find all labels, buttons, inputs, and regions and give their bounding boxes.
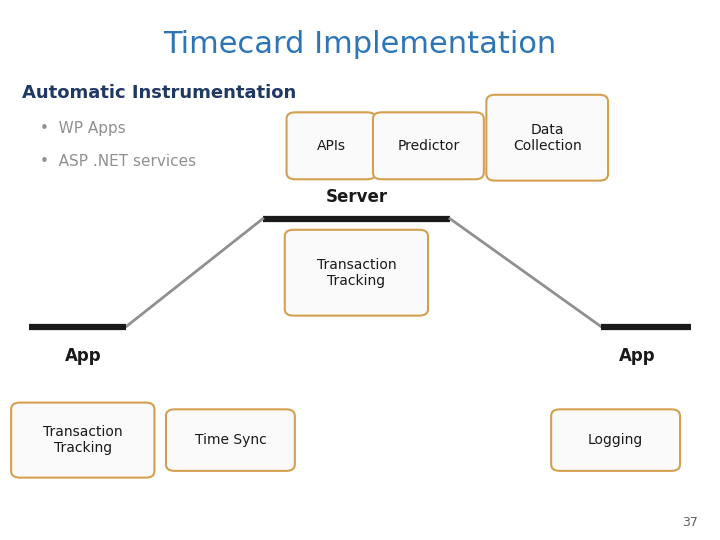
Text: Transaction
Tracking: Transaction Tracking: [43, 425, 122, 455]
Text: •  ASP .NET services: • ASP .NET services: [40, 154, 196, 169]
Text: Predictor: Predictor: [397, 139, 459, 153]
Text: App: App: [65, 347, 101, 364]
Text: App: App: [619, 347, 655, 364]
Text: Automatic Instrumentation: Automatic Instrumentation: [22, 84, 296, 102]
Text: Transaction
Tracking: Transaction Tracking: [317, 258, 396, 288]
FancyBboxPatch shape: [287, 112, 376, 179]
Text: Data
Collection: Data Collection: [513, 123, 582, 153]
Text: •  WP Apps: • WP Apps: [40, 122, 125, 137]
FancyBboxPatch shape: [552, 409, 680, 471]
Text: Time Sync: Time Sync: [194, 433, 266, 447]
FancyBboxPatch shape: [487, 95, 608, 180]
Text: APIs: APIs: [317, 139, 346, 153]
Text: Server: Server: [325, 188, 387, 206]
Text: Logging: Logging: [588, 433, 643, 447]
FancyBboxPatch shape: [285, 230, 428, 315]
Text: Timecard Implementation: Timecard Implementation: [163, 30, 557, 59]
FancyBboxPatch shape: [373, 112, 484, 179]
FancyBboxPatch shape: [12, 403, 154, 477]
Text: 37: 37: [683, 516, 698, 529]
FancyBboxPatch shape: [166, 409, 295, 471]
